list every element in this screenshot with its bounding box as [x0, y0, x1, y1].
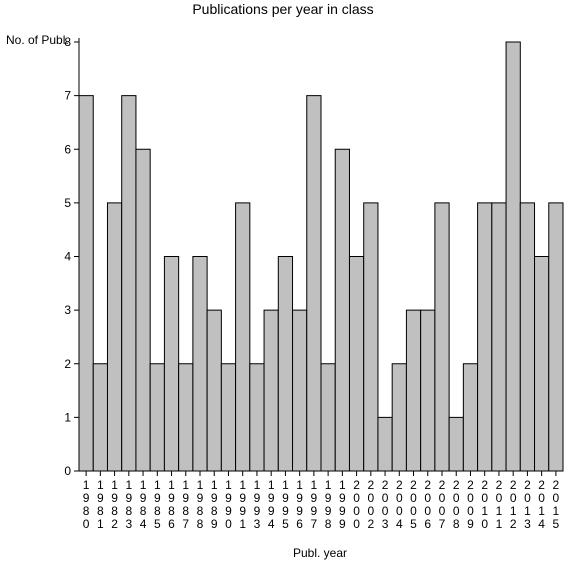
- bar-1990: [220, 363, 237, 472]
- bar-1999: [334, 148, 350, 472]
- y-tick-label-0: 0: [64, 464, 71, 478]
- bar-1981: [92, 363, 108, 472]
- bar-2006: [420, 309, 436, 472]
- bar-1993: [249, 363, 265, 472]
- bar-1989: [206, 309, 222, 472]
- bar-1987: [178, 363, 194, 472]
- bar-2011: [491, 202, 507, 472]
- bar-1998: [320, 363, 336, 472]
- bar-1988: [192, 256, 208, 472]
- bar-1984: [135, 148, 151, 472]
- bar-2007: [434, 202, 450, 472]
- bar-1996: [292, 309, 308, 472]
- bar-2002: [363, 202, 379, 472]
- bar-2008: [448, 416, 464, 472]
- x-axis-label: Publ. year: [293, 546, 347, 560]
- bar-2012: [505, 41, 521, 472]
- y-tick-label-7: 7: [64, 89, 71, 103]
- y-tick-label-8: 8: [64, 35, 71, 49]
- bar-1982: [106, 202, 123, 472]
- bar-2004: [391, 363, 407, 472]
- bar-1991: [235, 202, 251, 472]
- y-tick-label-2: 2: [64, 357, 71, 371]
- plot-area: 0 1 2 3 4 5 6 7 8 1 9 8 0 1 9 8 1 1 9 8 2 1 9 8 3 1 9 8 4 1 9 8 5 1 9 8 6 1 9 8…: [64, 35, 564, 531]
- bar-2005: [405, 309, 422, 472]
- y-tick-label-1: 1: [64, 410, 71, 424]
- y-axis-label: No. of Publ.: [6, 33, 69, 47]
- chart-title: Publications per year in class: [192, 1, 373, 17]
- bar-1994: [263, 309, 279, 472]
- y-tick-label-4: 4: [64, 250, 71, 264]
- bar-2000: [348, 256, 365, 472]
- bar-2013: [519, 202, 536, 472]
- bar-2010: [477, 202, 493, 472]
- bar-2003: [377, 416, 393, 472]
- bar-2014: [534, 256, 550, 472]
- y-tick-label-3: 3: [64, 303, 71, 317]
- bar-1986: [163, 256, 180, 472]
- bar-2015: [548, 202, 564, 472]
- bar-2009: [462, 363, 479, 472]
- bar-1980: [78, 95, 94, 472]
- bar-1985: [149, 363, 165, 472]
- y-tick-label-5: 5: [64, 196, 71, 210]
- bar-1997: [306, 95, 322, 472]
- bar-1995: [277, 256, 294, 472]
- bar-1983: [121, 95, 137, 472]
- y-tick-label-6: 6: [64, 142, 71, 156]
